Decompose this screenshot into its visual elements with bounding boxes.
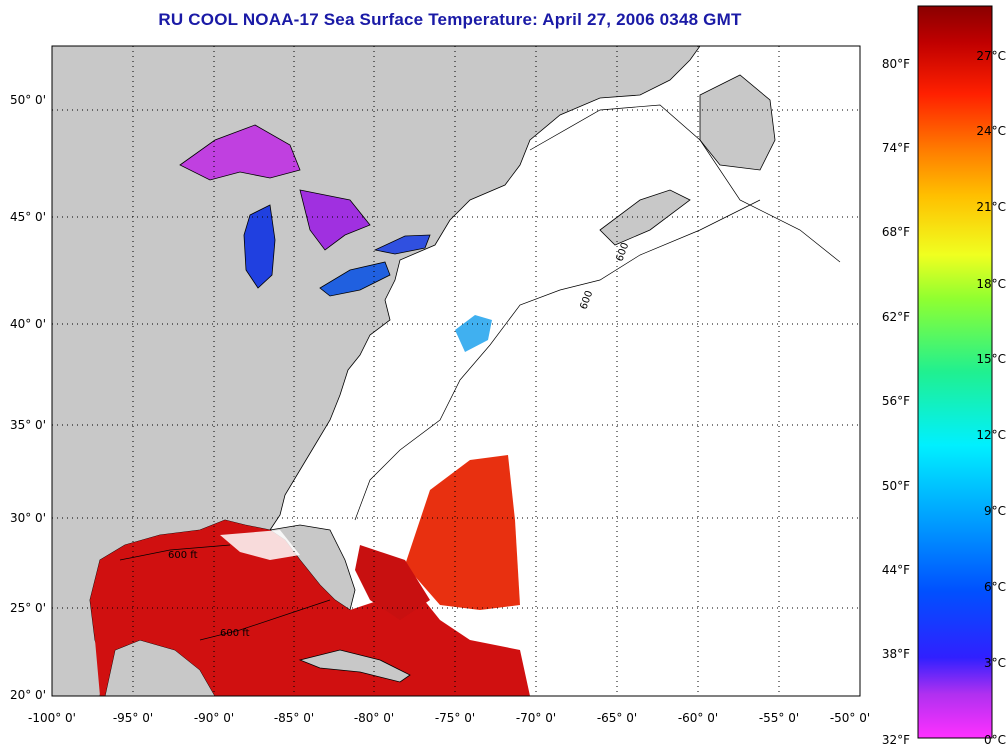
fahrenheit-label: 80°F	[882, 57, 910, 71]
lon-label: -50° 0'	[830, 711, 870, 725]
lake-superior	[179, 124, 301, 181]
lat-label: 20° 0'	[10, 688, 46, 702]
fahrenheit-label: 68°F	[882, 225, 910, 239]
fahrenheit-label: 32°F	[882, 733, 910, 747]
lon-label: -75° 0'	[435, 711, 475, 725]
gulf-cool-shelf	[220, 530, 300, 560]
atlantic-sst-patch	[405, 455, 520, 610]
fahrenheit-label: 56°F	[882, 394, 910, 408]
lon-label: -60° 0'	[678, 711, 718, 725]
lat-label: 45° 0'	[10, 210, 46, 224]
lon-label: -95° 0'	[113, 711, 153, 725]
lon-label: -90° 0'	[194, 711, 234, 725]
fahrenheit-label: 74°F	[882, 141, 910, 155]
celsius-label: 21°C	[976, 200, 1006, 214]
fahrenheit-label: 44°F	[882, 563, 910, 577]
celsius-label: 12°C	[976, 428, 1006, 442]
lon-label: -65° 0'	[597, 711, 637, 725]
contour-label: 600 ft	[168, 550, 198, 561]
grid	[52, 46, 860, 696]
celsius-label: 15°C	[976, 352, 1006, 366]
lon-label: -55° 0'	[759, 711, 799, 725]
lon-label: -100° 0'	[28, 711, 76, 725]
lon-label: -80° 0'	[354, 711, 394, 725]
plot-frame	[51, 45, 861, 697]
celsius-label: 3°C	[984, 656, 1006, 670]
color-bar	[917, 5, 993, 739]
land-nova-scotia	[599, 189, 691, 246]
celsius-label: 27°C	[976, 49, 1006, 63]
lon-label: -85° 0'	[274, 711, 314, 725]
celsius-label: 6°C	[984, 580, 1006, 594]
fahrenheit-label: 62°F	[882, 310, 910, 324]
gulf-of-mexico-sst	[90, 520, 530, 696]
contour-600ft	[119, 104, 841, 641]
celsius-label: 9°C	[984, 504, 1006, 518]
fahrenheit-label: 50°F	[882, 479, 910, 493]
longitude-labels: -100° 0' -95° 0' -90° 0' -85° 0' -80° 0'…	[28, 711, 870, 725]
lat-label: 35° 0'	[10, 418, 46, 432]
celsius-label: 0°C	[984, 733, 1006, 747]
map-title: RU COOL NOAA-17 Sea Surface Temperature:…	[158, 10, 742, 29]
lake-huron	[299, 189, 371, 251]
lake-michigan	[243, 204, 276, 289]
lake-erie	[319, 261, 391, 297]
celsius-labels: 27°C 24°C 21°C 18°C 15°C 12°C 9°C 6°C 3°…	[976, 49, 1006, 747]
latitude-labels: 50° 0' 45° 0' 40° 0' 35° 0' 30° 0' 25° 0…	[10, 93, 46, 702]
contour-label: 600 ft	[220, 628, 250, 639]
lat-label: 40° 0'	[10, 317, 46, 331]
fahrenheit-label: 38°F	[882, 647, 910, 661]
land-newfoundland	[699, 74, 776, 171]
lake-ontario	[373, 234, 431, 255]
lon-label: -70° 0'	[516, 711, 556, 725]
lat-label: 30° 0'	[10, 511, 46, 525]
land-cuba	[298, 649, 411, 683]
fahrenheit-labels: 80°F 74°F 68°F 62°F 56°F 50°F 44°F 38°F …	[882, 57, 910, 747]
lat-label: 50° 0'	[10, 93, 46, 107]
celsius-label: 24°C	[976, 124, 1006, 138]
celsius-label: 18°C	[976, 277, 1006, 291]
lat-label: 25° 0'	[10, 601, 46, 615]
